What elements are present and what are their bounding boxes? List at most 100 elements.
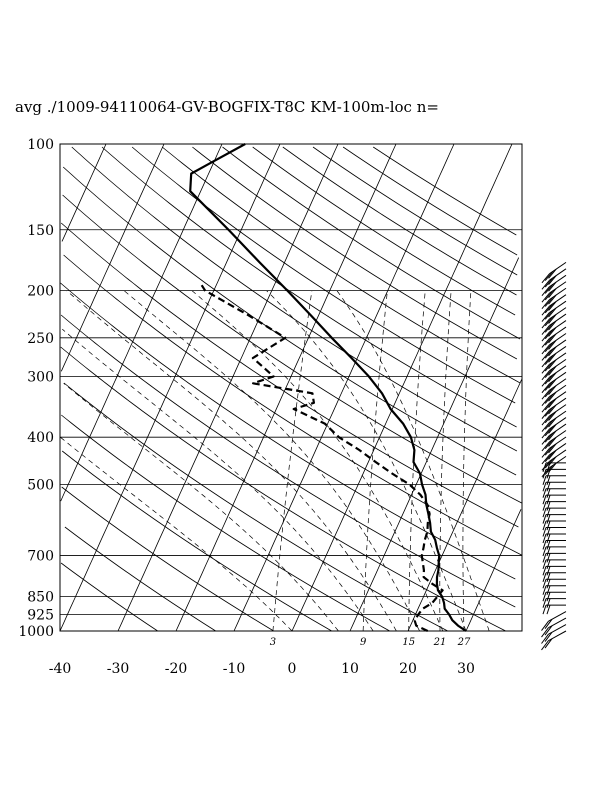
wind-barb-feather — [548, 339, 557, 350]
dry-adiabat-line — [192, 146, 518, 360]
mixing-ratio-line — [439, 290, 452, 631]
wind-barb-feather — [541, 402, 550, 413]
dry-adiabat-line — [62, 166, 517, 476]
wind-barb — [542, 507, 566, 518]
wind-barb-feather — [542, 598, 547, 608]
wind-barb-feather — [541, 376, 550, 387]
wind-barb — [541, 358, 567, 381]
wind-barb — [541, 397, 567, 419]
wind-barb-feather — [542, 475, 547, 485]
wind-barb-feather — [546, 566, 551, 576]
wind-barb — [541, 365, 567, 387]
grid-lines — [59, 143, 523, 632]
wind-barb-feather — [548, 436, 557, 447]
wind-barb-feather — [546, 482, 551, 492]
wind-barb — [541, 410, 567, 432]
pressure-tick-label: 500 — [27, 477, 54, 493]
wind-barb-feather — [544, 413, 554, 424]
wind-barb-feather — [542, 540, 547, 550]
dry-adiabat-line — [60, 346, 506, 632]
wind-barb — [541, 300, 567, 322]
wind-barb — [541, 313, 567, 335]
wind-barb-feather — [546, 553, 551, 563]
wind-barb — [541, 404, 567, 426]
wind-barb-feather — [541, 383, 550, 394]
wind-barb-feather — [544, 284, 554, 294]
sounding-curves — [189, 143, 467, 632]
wind-barb-feather — [542, 514, 547, 524]
isotherm-line — [117, 143, 339, 632]
wind-barb-feather — [541, 273, 550, 284]
mixing-ratio-label: 15 — [402, 637, 415, 648]
wind-barb — [542, 546, 566, 557]
isotherm-line — [349, 257, 520, 632]
wind-barb-feather — [548, 385, 557, 396]
wind-barb — [541, 346, 567, 368]
isotherm-line — [291, 143, 513, 632]
wind-barb — [542, 604, 566, 615]
wind-barb-feather — [544, 290, 554, 301]
wind-barb — [541, 630, 567, 651]
dry-adiabat-line — [161, 146, 521, 384]
isotherm-line — [60, 143, 165, 372]
wind-barb-feather — [544, 465, 554, 475]
wind-barb — [542, 501, 566, 511]
wind-barb-feather — [548, 320, 557, 331]
moist-adiabat-line — [191, 290, 444, 632]
wind-barb — [541, 333, 567, 355]
wind-barb — [541, 352, 567, 374]
wind-barb-feather — [548, 327, 557, 337]
isotherm-line — [465, 509, 522, 632]
wind-barb-feather — [542, 507, 547, 518]
wind-barb — [541, 371, 567, 394]
wind-barb — [541, 261, 567, 284]
wind-barb-feather — [546, 585, 551, 595]
wind-barb-feather — [544, 368, 554, 378]
wind-barb — [541, 274, 567, 297]
wind-barb — [541, 391, 567, 413]
temperature-tick-label: 30 — [457, 661, 475, 677]
wind-barb-feather — [541, 305, 550, 316]
wind-barb-feather — [548, 301, 557, 311]
temperature-tick-label: -30 — [107, 661, 130, 677]
wind-barb-feather — [544, 631, 553, 642]
dry-adiabat-line — [101, 146, 517, 428]
temperature-tick-label: -20 — [165, 661, 188, 677]
wind-barb-feather — [546, 546, 551, 557]
wind-barb — [542, 572, 566, 582]
wind-barb — [542, 591, 566, 602]
wind-barb-feather — [548, 462, 557, 473]
wind-barb — [541, 320, 567, 342]
wind-barb-feather — [541, 325, 550, 335]
wind-barb-feather — [548, 430, 557, 441]
wind-barb-feather — [541, 363, 550, 374]
wind-barb — [542, 475, 566, 485]
wind-barb-feather — [541, 422, 550, 432]
wind-barb-feather — [548, 378, 557, 389]
wind-barb-feather — [542, 520, 547, 531]
wind-barb — [541, 339, 567, 361]
wind-barb-feather — [548, 404, 557, 415]
wind-barb-feather — [548, 456, 557, 467]
wind-barb-feather — [541, 620, 549, 631]
wind-barb-feather — [542, 495, 547, 505]
wind-barb-feather — [541, 286, 550, 297]
dry-adiabat-line — [71, 146, 518, 452]
wind-barb-feather — [544, 296, 554, 307]
dewpoint-line — [200, 284, 444, 632]
wind-barb-feather — [546, 514, 551, 524]
wind-barb-feather — [544, 432, 554, 443]
mixing-ratio-label: 27 — [457, 637, 471, 648]
dry-adiabat-line — [222, 146, 521, 340]
wind-barb-feather — [541, 441, 550, 452]
wind-barb-feather — [541, 396, 550, 407]
wind-barb-feather — [541, 350, 550, 361]
moist-adiabat-line — [63, 383, 339, 632]
mixing-ratio-line — [462, 290, 472, 632]
wind-barb-feather — [544, 329, 554, 340]
wind-barb-feather — [544, 277, 554, 288]
wind-barb-feather — [541, 435, 550, 445]
wind-barb — [541, 430, 567, 452]
